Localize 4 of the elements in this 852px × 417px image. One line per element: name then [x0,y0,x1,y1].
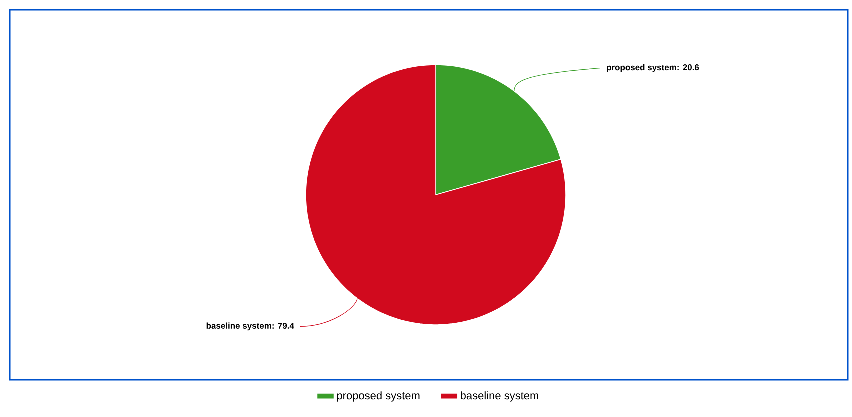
data-label: proposed system: 20.6 [607,64,700,72]
data-label: baseline system: 79.4 [206,322,294,331]
legend-label: baseline system [461,392,538,402]
legend-label: proposed system [337,392,420,402]
